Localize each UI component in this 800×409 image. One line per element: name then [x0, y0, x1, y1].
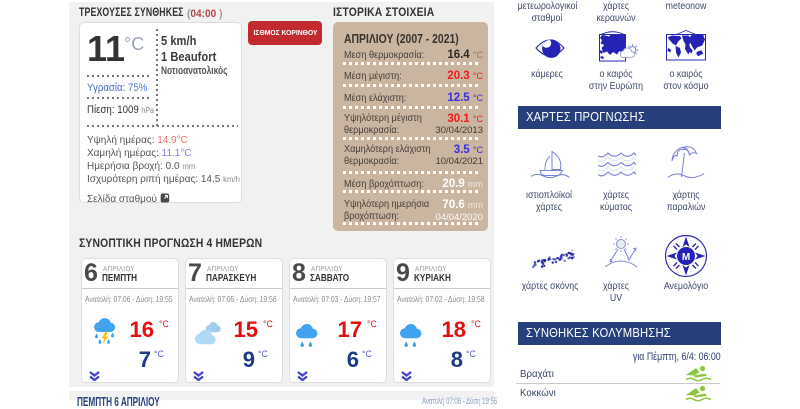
svg-text:M: M — [682, 252, 690, 263]
